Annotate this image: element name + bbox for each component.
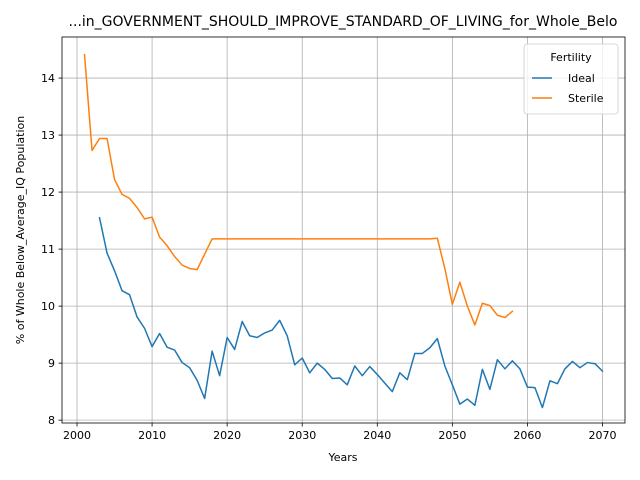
y-tick-label: 8 (48, 414, 55, 427)
series-line-sterile (83, 53, 514, 326)
x-axis: 2000 2010 2020 2030 2040 2050 2060 2070 (63, 423, 616, 442)
x-tick-label: 2000 (63, 429, 91, 442)
x-tick-label: 2040 (363, 429, 391, 442)
x-tick-label: 2010 (138, 429, 166, 442)
x-tick-label: 2050 (438, 429, 466, 442)
x-tick-label: 2070 (588, 429, 616, 442)
x-tick-label: 2060 (513, 429, 541, 442)
series-line-ideal (98, 216, 604, 409)
x-tick-label: 2020 (213, 429, 241, 442)
y-tick-label: 13 (41, 129, 55, 142)
grid (62, 37, 625, 423)
legend-label-ideal: Ideal (568, 72, 595, 85)
legend-box (523, 43, 619, 115)
y-tick-label: 11 (41, 243, 55, 256)
chart-title: ...in_GOVERNMENT_SHOULD_IMPROVE_STANDARD… (69, 14, 618, 30)
legend: Fertility Ideal Sterile (523, 43, 619, 115)
y-axis: 8 9 10 11 12 13 14 (41, 72, 62, 427)
x-tick-label: 2030 (288, 429, 316, 442)
plot-frame (61, 36, 626, 424)
legend-label-sterile: Sterile (568, 92, 604, 105)
series-lines (83, 53, 604, 409)
y-tick-label: 9 (48, 357, 55, 370)
y-tick-label: 12 (41, 186, 55, 199)
y-tick-label: 10 (41, 300, 55, 313)
y-tick-label: 14 (41, 72, 55, 85)
legend-title: Fertility (550, 51, 592, 64)
x-axis-label: Years (327, 451, 357, 464)
y-axis-label: % of Whole Below_Average_IQ Population (14, 116, 27, 344)
